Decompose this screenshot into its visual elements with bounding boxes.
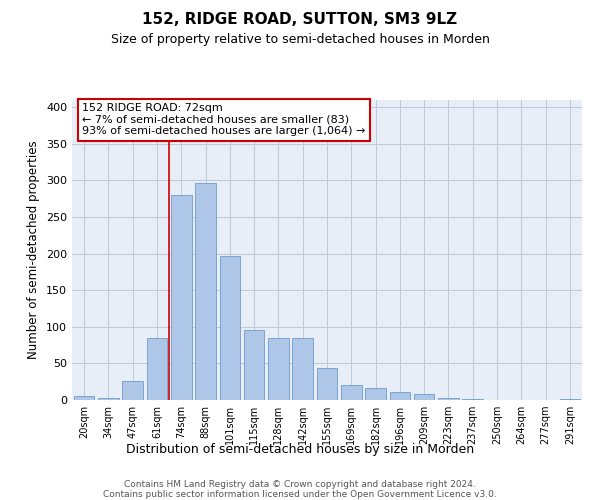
Text: 152 RIDGE ROAD: 72sqm
← 7% of semi-detached houses are smaller (83)
93% of semi-: 152 RIDGE ROAD: 72sqm ← 7% of semi-detac… bbox=[82, 103, 365, 136]
Bar bbox=[98, 398, 119, 400]
Bar bbox=[389, 392, 410, 400]
Bar bbox=[292, 338, 313, 400]
Bar bbox=[220, 256, 240, 400]
Text: 152, RIDGE ROAD, SUTTON, SM3 9LZ: 152, RIDGE ROAD, SUTTON, SM3 9LZ bbox=[142, 12, 458, 28]
Bar bbox=[244, 330, 265, 400]
Bar bbox=[438, 398, 459, 400]
Bar bbox=[365, 388, 386, 400]
Bar bbox=[268, 338, 289, 400]
Bar bbox=[171, 195, 191, 400]
Text: Distribution of semi-detached houses by size in Morden: Distribution of semi-detached houses by … bbox=[126, 442, 474, 456]
Bar bbox=[74, 396, 94, 400]
Bar bbox=[341, 386, 362, 400]
Y-axis label: Number of semi-detached properties: Number of semi-detached properties bbox=[28, 140, 40, 360]
Text: Size of property relative to semi-detached houses in Morden: Size of property relative to semi-detach… bbox=[110, 32, 490, 46]
Bar bbox=[122, 381, 143, 400]
Bar bbox=[146, 338, 167, 400]
Bar bbox=[414, 394, 434, 400]
Bar bbox=[463, 398, 483, 400]
Bar bbox=[560, 398, 580, 400]
Bar bbox=[317, 368, 337, 400]
Text: Contains HM Land Registry data © Crown copyright and database right 2024.
Contai: Contains HM Land Registry data © Crown c… bbox=[103, 480, 497, 500]
Bar bbox=[195, 182, 216, 400]
